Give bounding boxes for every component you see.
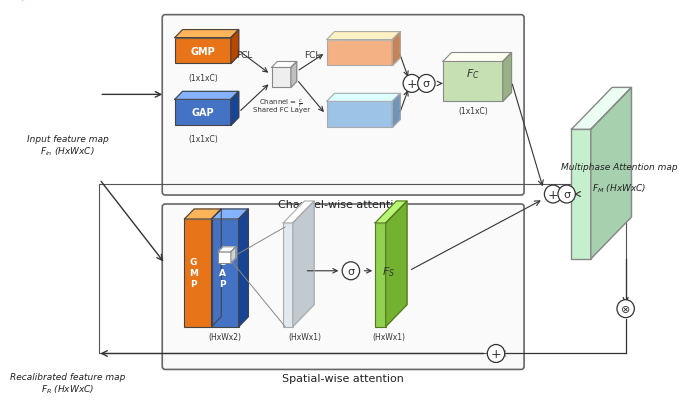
Polygon shape	[231, 92, 239, 126]
Polygon shape	[443, 54, 512, 62]
Bar	[271, 68, 291, 88]
Polygon shape	[271, 62, 296, 68]
Polygon shape	[219, 247, 236, 252]
Circle shape	[558, 186, 576, 204]
Text: GAP: GAP	[191, 108, 214, 118]
Polygon shape	[184, 209, 221, 219]
Text: (HxWx2): (HxWx2)	[209, 332, 242, 341]
Text: FCL: FCL	[236, 52, 253, 61]
FancyBboxPatch shape	[162, 16, 524, 196]
Polygon shape	[175, 92, 239, 100]
Text: $F_M$ (HxWxC): $F_M$ (HxWxC)	[592, 182, 646, 195]
Text: +: +	[548, 188, 558, 201]
Polygon shape	[239, 209, 248, 327]
Bar	[283, 223, 293, 327]
Polygon shape	[503, 54, 512, 102]
Text: σ: σ	[563, 189, 570, 200]
Text: G
A
P: G A P	[219, 258, 226, 289]
Circle shape	[418, 75, 435, 93]
Text: $F_C$: $F_C$	[466, 67, 480, 81]
Polygon shape	[291, 62, 296, 88]
Polygon shape	[175, 31, 239, 38]
Text: +: +	[406, 78, 417, 91]
Text: $F_S$: $F_S$	[382, 264, 395, 278]
Polygon shape	[231, 31, 239, 64]
Bar	[375, 223, 386, 327]
Polygon shape	[231, 247, 236, 263]
Polygon shape	[283, 202, 314, 223]
Text: Recalibrated feature map: Recalibrated feature map	[10, 373, 125, 382]
Text: Input feature map: Input feature map	[26, 135, 109, 144]
Polygon shape	[393, 94, 400, 128]
Text: $F_{in}$ (HxWxC): $F_{in}$ (HxWxC)	[40, 145, 95, 157]
Text: Multiphase Attention map: Multiphase Attention map	[560, 163, 677, 172]
Bar	[326, 40, 393, 66]
Text: σ: σ	[347, 266, 354, 276]
Bar	[219, 252, 231, 263]
Bar	[443, 62, 503, 102]
Text: Channel = $\frac{c}{r}$: Channel = $\frac{c}{r}$	[260, 97, 303, 110]
Text: GMP: GMP	[191, 46, 215, 56]
Text: Channel-wise attention: Channel-wise attention	[278, 200, 408, 209]
Text: (1x1xC): (1x1xC)	[188, 135, 218, 144]
Text: σ: σ	[423, 79, 430, 89]
Bar	[175, 100, 231, 126]
Polygon shape	[375, 202, 407, 223]
Polygon shape	[386, 202, 407, 327]
Text: (HxWx1): (HxWx1)	[288, 332, 321, 341]
Text: $F_R$ (HxWxC): $F_R$ (HxWxC)	[41, 382, 94, 395]
FancyBboxPatch shape	[162, 204, 524, 370]
Text: ⊗: ⊗	[621, 304, 631, 314]
Bar	[184, 219, 212, 327]
Text: +: +	[491, 347, 501, 360]
Text: (HxWx1): (HxWx1)	[372, 332, 405, 341]
Circle shape	[342, 262, 360, 280]
Polygon shape	[591, 88, 631, 259]
Circle shape	[487, 345, 505, 362]
Polygon shape	[212, 209, 248, 219]
Text: Shared FC Layer: Shared FC Layer	[253, 107, 310, 113]
Circle shape	[403, 75, 420, 93]
Polygon shape	[293, 202, 314, 327]
Bar	[571, 130, 591, 259]
Text: Spatial-wise attention: Spatial-wise attention	[282, 373, 404, 384]
Polygon shape	[326, 32, 400, 40]
Text: (1x1xC): (1x1xC)	[458, 107, 488, 116]
Circle shape	[544, 186, 562, 204]
Polygon shape	[212, 209, 221, 327]
Text: G
M
P: G M P	[189, 258, 198, 289]
Bar	[175, 38, 231, 64]
Text: FCL: FCL	[304, 52, 320, 61]
Bar	[212, 219, 239, 327]
Circle shape	[617, 300, 634, 318]
Bar	[326, 102, 393, 128]
Polygon shape	[326, 94, 400, 102]
Polygon shape	[393, 32, 400, 66]
Polygon shape	[571, 88, 631, 130]
Text: (1x1xC): (1x1xC)	[188, 74, 218, 83]
